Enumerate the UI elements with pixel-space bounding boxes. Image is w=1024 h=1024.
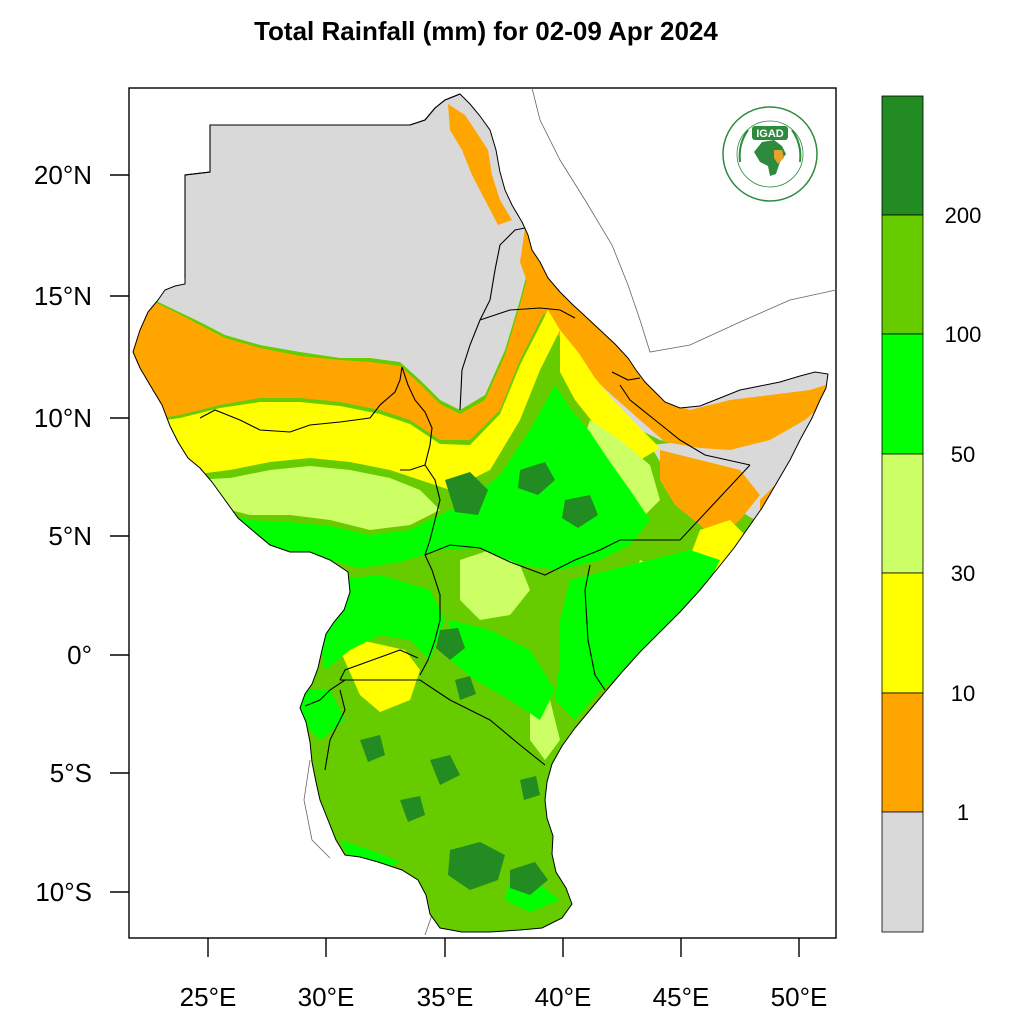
lat-label-5s: 5°S [49, 758, 92, 788]
lat-label-10s: 10°S [35, 877, 92, 907]
lat-label-5n: 5°N [48, 521, 92, 551]
legend-swatch-7 [881, 811, 924, 933]
legend-label-10: 10 [950, 681, 976, 706]
map-title: Total Rainfall (mm) for 02-09 Apr 2024 [254, 16, 718, 46]
axis-ticks [110, 174, 800, 957]
lon-label-30e: 30°E [297, 982, 355, 1012]
legend-swatch-6 [881, 692, 924, 813]
legend-swatch-4 [881, 453, 924, 574]
lon-label-40e: 40°E [534, 982, 592, 1012]
legend-label-100: 100 [944, 322, 982, 347]
lon-label-50e: 50°E [770, 982, 828, 1012]
lat-label-0: 0° [67, 640, 92, 670]
logo-text: IGAD [756, 128, 784, 140]
legend-swatch-1 [881, 95, 924, 216]
region-outline [132, 93, 829, 933]
legend-label-200: 200 [944, 203, 982, 228]
legend-label-30: 30 [950, 561, 976, 586]
legend-swatch-2 [881, 214, 924, 335]
legend-swatch-3 [881, 333, 924, 455]
colorbar [881, 95, 924, 933]
igad-logo: IGAD [722, 106, 818, 202]
lon-label-25e: 25°E [179, 982, 237, 1012]
lat-label-10n: 10°N [33, 403, 92, 433]
lon-label-35e: 35°E [416, 982, 474, 1012]
legend-label-1: 1 [956, 800, 970, 825]
legend-label-50: 50 [950, 442, 976, 467]
lat-label-15n: 15°N [33, 281, 92, 311]
lon-label-45e: 45°E [652, 982, 710, 1012]
legend-swatch-5 [881, 572, 924, 694]
lat-label-20n: 20°N [33, 160, 92, 190]
